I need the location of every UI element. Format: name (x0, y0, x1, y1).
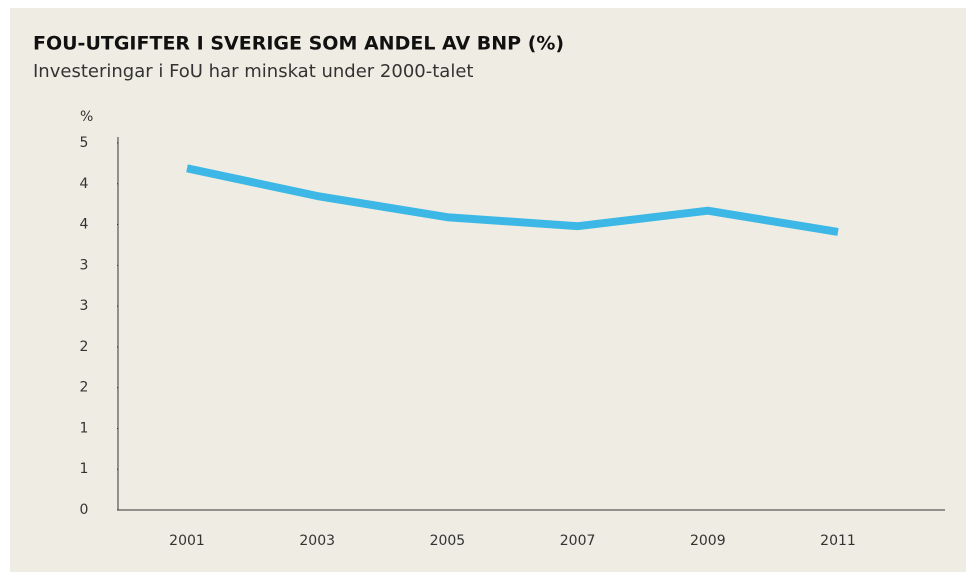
y-tick-label: 5 (80, 135, 89, 151)
panel (10, 8, 966, 572)
y-tick-label: 0 (80, 502, 89, 518)
y-axis-label: % (80, 109, 93, 125)
y-tick-label: 4 (80, 176, 89, 192)
y-tick-label: 3 (80, 298, 89, 314)
x-tick-label: 2003 (299, 533, 335, 549)
chart-title: FOU-UTGIFTER I SVERIGE SOM ANDEL AV BNP … (33, 33, 564, 55)
y-tick-label: 2 (80, 339, 89, 355)
y-tick-label: 2 (80, 380, 89, 396)
y-tick-label: 3 (80, 257, 89, 273)
y-tick-label: 1 (80, 420, 89, 436)
y-tick-label: 1 (80, 461, 89, 477)
chart-subtitle: Investeringar i FoU har minskat under 20… (33, 61, 473, 82)
x-tick-label: 2011 (820, 533, 856, 549)
line (186, 164, 839, 236)
x-tick-label: 2001 (169, 533, 205, 549)
x-tick-label: 2009 (690, 533, 726, 549)
x-tick-label: 2005 (430, 533, 466, 549)
y-tick-label: 4 (80, 217, 89, 233)
x-tick-label: 2007 (560, 533, 596, 549)
